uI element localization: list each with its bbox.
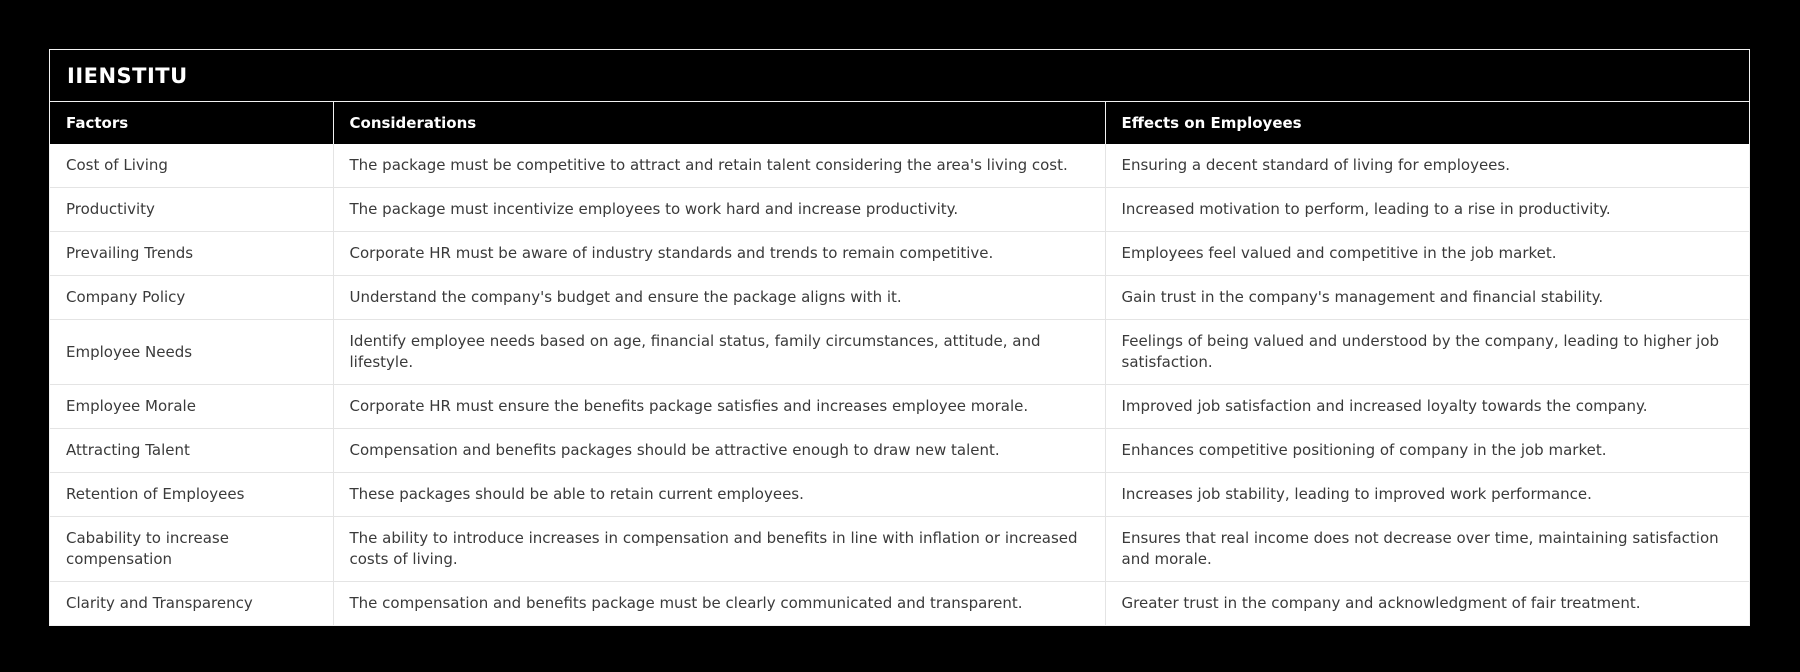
table-header: Factors Considerations Effects on Employ… xyxy=(50,102,1749,144)
consideration-cell: These packages should be able to retain … xyxy=(332,472,1105,517)
effect-cell: Ensuring a decent standard of living for… xyxy=(1104,144,1749,188)
consideration-cell: Corporate HR must ensure the benefits pa… xyxy=(332,384,1105,429)
column-header-considerations: Considerations xyxy=(332,102,1105,144)
factors-table: Factors Considerations Effects on Employ… xyxy=(50,102,1749,625)
consideration-cell: Understand the company's budget and ensu… xyxy=(332,275,1105,320)
factor-cell: Company Policy xyxy=(50,275,333,320)
consideration-cell: The ability to introduce increases in co… xyxy=(332,516,1105,582)
consideration-cell: The compensation and benefits package mu… xyxy=(332,581,1105,625)
effect-cell: Greater trust in the company and acknowl… xyxy=(1104,581,1749,625)
table-row: Clarity and Transparency The compensatio… xyxy=(50,581,1749,625)
effect-cell: Feelings of being valued and understood … xyxy=(1104,319,1749,385)
consideration-cell: The package must be competitive to attra… xyxy=(332,144,1105,188)
factor-cell: Retention of Employees xyxy=(50,472,333,517)
table-title: IIENSTITU xyxy=(50,50,1749,102)
table-row: Cost of Living The package must be compe… xyxy=(50,144,1749,188)
column-header-effects: Effects on Employees xyxy=(1104,102,1749,144)
factor-cell: Cabability to increase compensation xyxy=(50,516,333,582)
consideration-cell: The package must incentivize employees t… xyxy=(332,187,1105,232)
table-row: Company Policy Understand the company's … xyxy=(50,275,1749,320)
table-row: Employee Needs Identify employee needs b… xyxy=(50,319,1749,385)
effect-cell: Increases job stability, leading to impr… xyxy=(1104,472,1749,517)
column-header-factors: Factors xyxy=(50,102,333,144)
factor-cell: Clarity and Transparency xyxy=(50,581,333,625)
table-row: Attracting Talent Compensation and benef… xyxy=(50,428,1749,473)
consideration-cell: Compensation and benefits packages shoul… xyxy=(332,428,1105,473)
consideration-cell: Corporate HR must be aware of industry s… xyxy=(332,231,1105,276)
effect-cell: Employees feel valued and competitive in… xyxy=(1104,231,1749,276)
factor-cell: Productivity xyxy=(50,187,333,232)
effect-cell: Gain trust in the company's management a… xyxy=(1104,275,1749,320)
factor-cell: Prevailing Trends xyxy=(50,231,333,276)
table-row: Productivity The package must incentiviz… xyxy=(50,187,1749,232)
table-row: Cabability to increase compensation The … xyxy=(50,516,1749,582)
factors-table-card: IIENSTITU Factors Considerations Effects… xyxy=(49,49,1750,626)
effect-cell: Improved job satisfaction and increased … xyxy=(1104,384,1749,429)
effect-cell: Enhances competitive positioning of comp… xyxy=(1104,428,1749,473)
factor-cell: Cost of Living xyxy=(50,144,333,188)
factor-cell: Employee Needs xyxy=(50,319,333,385)
factor-cell: Attracting Talent xyxy=(50,428,333,473)
table-row: Employee Morale Corporate HR must ensure… xyxy=(50,384,1749,429)
table-row: Retention of Employees These packages sh… xyxy=(50,472,1749,517)
effect-cell: Increased motivation to perform, leading… xyxy=(1104,187,1749,232)
table-row: Prevailing Trends Corporate HR must be a… xyxy=(50,231,1749,276)
consideration-cell: Identify employee needs based on age, fi… xyxy=(332,319,1105,385)
factor-cell: Employee Morale xyxy=(50,384,333,429)
effect-cell: Ensures that real income does not decrea… xyxy=(1104,516,1749,582)
table-header-row: Factors Considerations Effects on Employ… xyxy=(50,102,1749,144)
table-body: Cost of Living The package must be compe… xyxy=(50,144,1749,625)
